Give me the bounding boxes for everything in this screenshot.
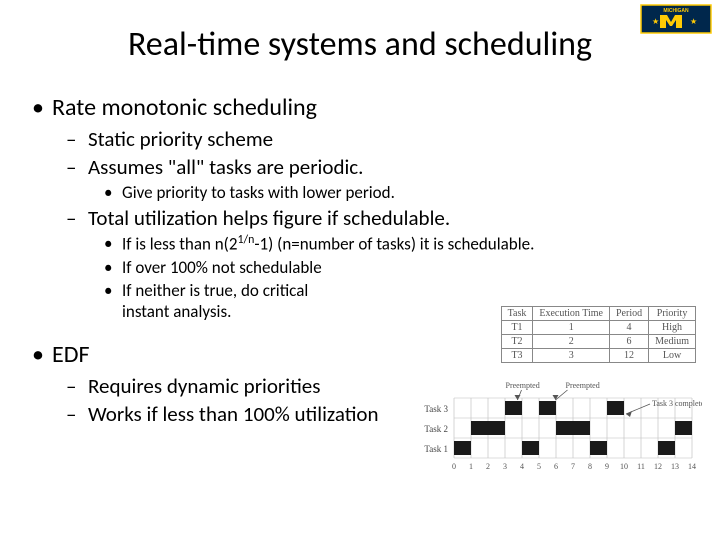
svg-text:Task 2: Task 2 xyxy=(424,424,448,434)
table-cell: Medium xyxy=(649,335,696,349)
bullet-rms-give: Give priority to tasks with lower period… xyxy=(30,182,710,203)
bullet-rms-util-formula: If is less than n(21/n-1) (n=number of t… xyxy=(30,233,710,255)
svg-text:7: 7 xyxy=(571,462,575,471)
svg-text:5: 5 xyxy=(537,462,541,471)
svg-text:3: 3 xyxy=(503,462,507,471)
bullet-rms-util-over: If over 100% not schedulable xyxy=(30,257,710,278)
table-cell: T3 xyxy=(501,349,533,363)
table-cell: High xyxy=(649,321,696,335)
svg-text:2: 2 xyxy=(486,462,490,471)
gantt-chart: Task 3Task 2Task 101234567891011121314Pr… xyxy=(412,380,702,510)
bullet-rms-periodic: Assumes "all" tasks are periodic. xyxy=(30,154,710,180)
svg-text:Preempted: Preempted xyxy=(566,381,600,390)
svg-text:9: 9 xyxy=(605,462,609,471)
table-cell: T2 xyxy=(501,335,533,349)
table-cell: 4 xyxy=(610,321,649,335)
svg-text:13: 13 xyxy=(671,462,679,471)
table-header: Priority xyxy=(649,307,696,321)
task-table: Task Execution Time Period Priority T1 1… xyxy=(501,306,696,363)
michigan-logo: MICHIGAN ★ ★ xyxy=(640,4,712,34)
svg-text:6: 6 xyxy=(554,462,558,471)
svg-text:Task 1: Task 1 xyxy=(424,444,448,454)
table-cell: Low xyxy=(649,349,696,363)
table-cell: 12 xyxy=(610,349,649,363)
svg-text:1: 1 xyxy=(469,462,473,471)
svg-text:12: 12 xyxy=(654,462,662,471)
task-table-container: Task Execution Time Period Priority T1 1… xyxy=(501,306,696,363)
svg-text:8: 8 xyxy=(588,462,592,471)
svg-text:Task 3: Task 3 xyxy=(424,404,448,414)
table-header: Execution Time xyxy=(533,307,610,321)
svg-text:MICHIGAN: MICHIGAN xyxy=(663,8,689,14)
bullet-rms: Rate monotonic scheduling xyxy=(30,93,710,122)
table-cell: 3 xyxy=(533,349,610,363)
table-cell: T1 xyxy=(501,321,533,335)
svg-text:★: ★ xyxy=(690,17,697,27)
table-header: Task xyxy=(501,307,533,321)
table-header: Period xyxy=(610,307,649,321)
table-cell: 2 xyxy=(533,335,610,349)
svg-text:Preempted: Preempted xyxy=(506,381,540,390)
bullet-rms-util: Total utilization helps figure if schedu… xyxy=(30,205,710,231)
bullet-rms-static: Static priority scheme xyxy=(30,126,710,152)
svg-text:10: 10 xyxy=(620,462,628,471)
table-cell: 6 xyxy=(610,335,649,349)
slide-content: Rate monotonic scheduling Static priorit… xyxy=(0,93,720,427)
svg-text:★: ★ xyxy=(652,17,659,27)
svg-text:0: 0 xyxy=(452,462,456,471)
slide-title: Real-time systems and scheduling xyxy=(0,0,720,83)
svg-text:Task 3 completes: Task 3 completes xyxy=(652,399,702,408)
svg-text:14: 14 xyxy=(688,462,696,471)
svg-text:4: 4 xyxy=(520,462,524,471)
svg-text:11: 11 xyxy=(637,462,645,471)
table-cell: 1 xyxy=(533,321,610,335)
